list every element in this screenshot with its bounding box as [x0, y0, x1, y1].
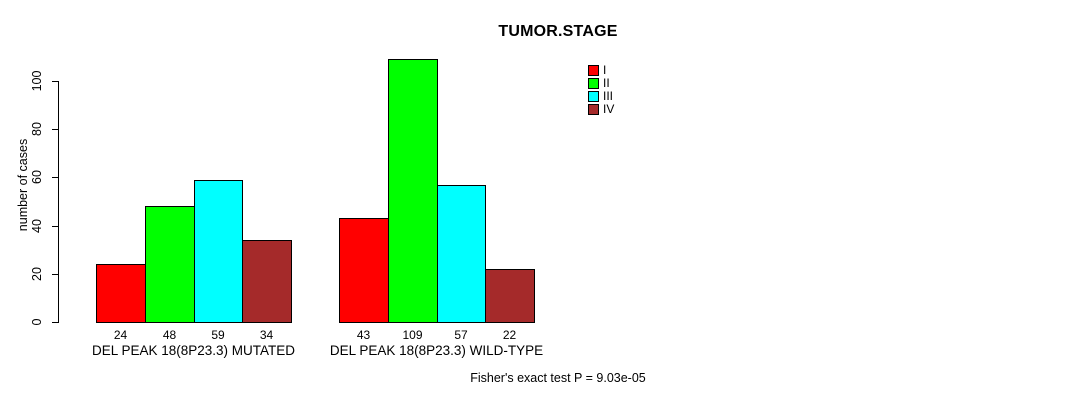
bar-stage-iv-wild-type: [485, 269, 535, 323]
y-tick-label: 20: [30, 267, 44, 281]
bar-stage-ii-mutated: [145, 206, 195, 323]
legend-swatch-stage-iii-icon: [588, 91, 599, 102]
legend-label: II: [603, 76, 610, 90]
bar-stage-i-mutated: [96, 264, 146, 323]
y-tick-label: 0: [30, 318, 44, 326]
y-axis-tick: [52, 274, 58, 275]
group-label: DEL PEAK 18(8P23.3) WILD-TYPE: [329, 343, 544, 358]
y-axis-tick: [52, 81, 58, 82]
bar-stage-i-wild-type: [339, 218, 389, 323]
bar-value-label: 59: [211, 328, 225, 342]
bar-stage-ii-wild-type: [388, 59, 438, 323]
chart-title: TUMOR.STAGE: [498, 23, 618, 40]
legend-item: IV: [588, 103, 614, 116]
legend-swatch-stage-i-icon: [588, 65, 599, 76]
legend-item: I: [588, 64, 614, 77]
bar-value-label: 109: [402, 328, 423, 342]
y-axis-title: number of cases: [16, 138, 30, 232]
legend: I II III IV: [588, 64, 614, 116]
y-axis-line: [58, 81, 59, 323]
group-label: DEL PEAK 18(8P23.3) MUTATED: [91, 343, 296, 358]
bar-value-label: 24: [113, 328, 128, 342]
bar-value-label: 57: [454, 328, 468, 342]
bar-value-label: 43: [356, 328, 371, 342]
y-axis-tick: [52, 322, 58, 323]
y-tick-label: 60: [30, 170, 44, 184]
bar-stage-iii-mutated: [194, 180, 243, 323]
legend-item: III: [588, 90, 614, 103]
y-tick-label: 100: [30, 70, 44, 92]
legend-label: III: [603, 89, 614, 103]
legend-swatch-stage-iv-icon: [588, 104, 599, 115]
bar-value-label: 34: [259, 328, 274, 342]
y-tick-label: 40: [30, 219, 44, 233]
bar-value-label: 22: [502, 328, 517, 342]
legend-item: II: [588, 77, 614, 90]
legend-swatch-stage-ii-icon: [588, 78, 599, 89]
y-axis-tick: [52, 129, 58, 130]
y-axis-tick: [52, 226, 58, 227]
legend-label: I: [603, 63, 607, 77]
fisher-test-annotation: Fisher's exact test P = 9.03e-05: [470, 371, 646, 385]
bar-value-label: 48: [162, 328, 177, 342]
legend-label: IV: [603, 102, 615, 116]
y-axis-tick: [52, 177, 58, 178]
y-tick-label: 80: [30, 122, 44, 136]
bar-stage-iv-mutated: [242, 240, 292, 323]
bar-stage-iii-wild-type: [437, 185, 486, 323]
